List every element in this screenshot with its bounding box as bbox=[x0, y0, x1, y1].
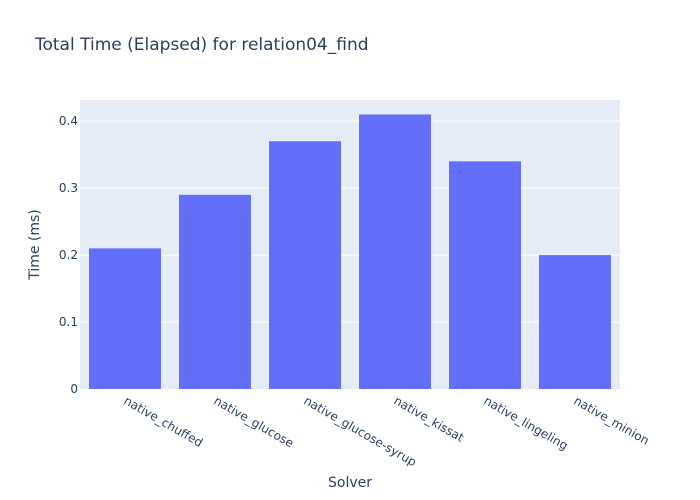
x-tick-label: native_chuffed bbox=[122, 393, 206, 449]
x-tick-label: native_lingeling bbox=[482, 393, 571, 452]
bar-native_lingeling[interactable] bbox=[449, 161, 521, 389]
x-tick-label: native_kissat bbox=[392, 393, 467, 444]
y-tick-label: 0.4 bbox=[59, 114, 78, 128]
bar-native_kissat[interactable] bbox=[359, 114, 431, 390]
y-tick-label: 0 bbox=[70, 382, 78, 396]
x-axis-title: Solver bbox=[328, 475, 372, 491]
bar-native_glucose-syrup[interactable] bbox=[269, 141, 341, 389]
y-axis-ticks: 0 0.1 0.2 0.3 0.4 bbox=[59, 114, 78, 396]
x-tick-label: native_minion bbox=[572, 393, 652, 447]
bar-native_glucose[interactable] bbox=[179, 194, 251, 389]
bars bbox=[89, 114, 611, 390]
y-axis-title: Time (ms) bbox=[27, 209, 43, 281]
y-tick-label: 0.2 bbox=[59, 248, 78, 262]
x-axis-ticks: native_chuffed native_glucose native_gluco… bbox=[122, 393, 652, 469]
x-tick-label: native_glucose bbox=[212, 393, 297, 450]
bar-native_chuffed[interactable] bbox=[89, 248, 161, 389]
gridlines bbox=[80, 120, 620, 323]
plot-area bbox=[80, 100, 620, 389]
y-tick-label: 0.3 bbox=[59, 181, 78, 195]
y-tick-label: 0.1 bbox=[59, 315, 78, 329]
chart-title: Total Time (Elapsed) for relation04_find bbox=[34, 35, 369, 55]
bar-native_minion[interactable] bbox=[539, 255, 611, 389]
